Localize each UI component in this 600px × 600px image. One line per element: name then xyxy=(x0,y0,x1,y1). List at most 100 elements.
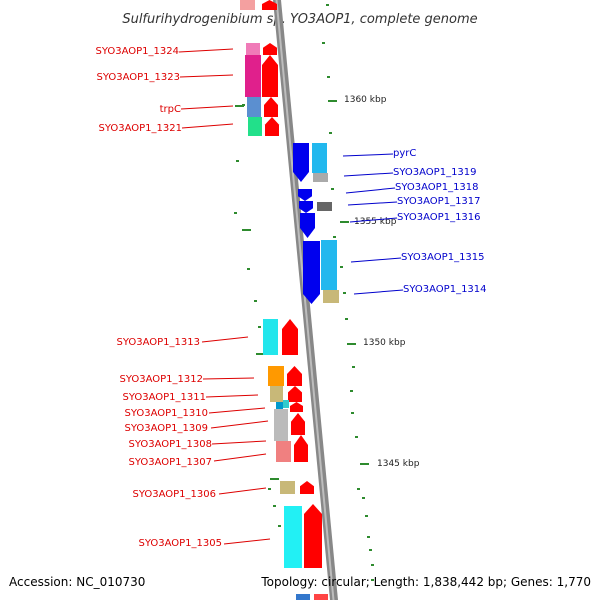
tick-mark xyxy=(247,268,250,270)
gene-label-forward: SYO3AOP1_1321 xyxy=(98,123,182,134)
label-leader-line xyxy=(181,123,234,129)
gene-box xyxy=(276,441,291,462)
gene-label-forward: SYO3AOP1_1312 xyxy=(119,374,203,385)
gene-label-reverse: SYO3AOP1_1314 xyxy=(403,284,487,295)
tick-mark xyxy=(351,412,354,414)
gene-label-reverse: pyrC xyxy=(393,148,416,159)
label-leader-line xyxy=(213,453,267,462)
scale-label: 1345 kbp xyxy=(377,459,420,469)
label-leader-line xyxy=(342,153,394,157)
gene-arrow-reverse xyxy=(293,143,309,182)
tick-mark xyxy=(371,579,374,581)
scale-label: 1355 kbp xyxy=(354,217,397,227)
major-tick-mark xyxy=(340,221,349,223)
label-leader-line xyxy=(343,172,394,177)
gene-box xyxy=(284,506,302,568)
label-leader-line xyxy=(179,74,234,78)
gene-arrow-forward xyxy=(264,97,278,117)
gene-box xyxy=(313,173,328,182)
gene-label-reverse: SYO3AOP1_1318 xyxy=(395,182,479,193)
gene-arrow-forward xyxy=(288,386,302,402)
tick-mark xyxy=(357,488,360,490)
tick-mark xyxy=(343,292,346,294)
label-leader-line xyxy=(211,440,267,445)
gene-arrow-reverse xyxy=(300,213,315,238)
label-leader-line xyxy=(218,487,267,495)
scale-label: 1350 kbp xyxy=(363,338,406,348)
tick-mark xyxy=(327,76,330,78)
label-leader-line xyxy=(202,377,255,380)
gene-label-forward: SYO3AOP1_1308 xyxy=(128,439,212,450)
gene-box xyxy=(248,117,262,136)
gene-label-forward: SYO3AOP1_1323 xyxy=(96,72,180,83)
major-tick-mark xyxy=(242,229,251,231)
gene-arrow-forward xyxy=(290,402,303,412)
tick-mark xyxy=(273,505,276,507)
tick-mark xyxy=(362,497,365,499)
gene-arrow-forward xyxy=(262,55,278,97)
tick-mark xyxy=(258,326,261,328)
gene-box xyxy=(247,97,261,117)
genome-backbone-highlight xyxy=(275,0,335,600)
gene-box xyxy=(314,594,328,600)
label-leader-line xyxy=(205,394,259,398)
gene-features xyxy=(240,0,339,600)
gene-label-forward: SYO3AOP1_1307 xyxy=(128,457,212,468)
gene-arrow-forward xyxy=(294,435,308,462)
tick-mark xyxy=(365,515,368,517)
gene-box xyxy=(268,366,284,386)
label-leader-line xyxy=(210,420,269,429)
tick-mark xyxy=(340,266,343,268)
major-tick-mark xyxy=(235,105,244,107)
major-tick-mark xyxy=(256,353,265,355)
tick-mark xyxy=(322,42,325,44)
major-tick-mark xyxy=(360,463,369,465)
gene-label-forward: SYO3AOP1_1324 xyxy=(95,46,179,57)
gene-arrow-forward xyxy=(300,481,314,494)
tick-mark xyxy=(331,188,334,190)
label-leader-line xyxy=(208,407,266,414)
label-leader-line xyxy=(353,289,404,295)
tick-mark xyxy=(236,160,239,162)
gene-label-forward: SYO3AOP1_1311 xyxy=(122,392,206,403)
gene-arrow-forward xyxy=(265,117,279,136)
gene-label-reverse: SYO3AOP1_1317 xyxy=(397,196,481,207)
tick-mark xyxy=(369,549,372,551)
gene-box xyxy=(321,240,337,290)
gene-box xyxy=(280,481,295,494)
gene-arrow-forward xyxy=(287,366,302,386)
map-title: Sulfurihydrogenibium sp. YO3AOP1, comple… xyxy=(122,12,477,27)
gene-arrow-forward xyxy=(262,0,277,10)
tick-mark xyxy=(278,525,281,527)
tick-mark xyxy=(371,564,374,566)
label-leader-line xyxy=(349,217,398,223)
topology-label: Topology: circular; Length: 1,838,442 bp… xyxy=(260,575,591,589)
gene-label-forward: trpC xyxy=(160,104,181,115)
major-tick-mark xyxy=(328,100,337,102)
gene-arrow-forward xyxy=(291,413,305,435)
gene-arrow-reverse xyxy=(298,189,312,201)
major-tick-mark xyxy=(347,343,356,345)
label-leader-line xyxy=(201,336,249,343)
gene-arrow-reverse xyxy=(299,201,313,213)
gene-box xyxy=(283,400,289,408)
gene-box xyxy=(270,386,283,402)
gene-box xyxy=(312,143,327,173)
gene-label-forward: SYO3AOP1_1306 xyxy=(132,489,216,500)
label-leader-line xyxy=(350,257,402,263)
gene-label-reverse: SYO3AOP1_1319 xyxy=(393,167,477,178)
tick-mark xyxy=(345,318,348,320)
gene-box xyxy=(263,319,278,355)
tick-mark xyxy=(234,212,237,214)
gene-box xyxy=(317,202,332,211)
gene-box xyxy=(323,290,339,303)
label-leader-line xyxy=(178,48,234,53)
gene-label-reverse: SYO3AOP1_1316 xyxy=(397,212,481,223)
gene-arrow-forward xyxy=(282,319,298,355)
tick-mark xyxy=(329,132,332,134)
gene-label-forward: SYO3AOP1_1309 xyxy=(124,423,208,434)
tick-mark xyxy=(350,390,353,392)
scale-label: 1360 kbp xyxy=(344,95,387,105)
tick-mark xyxy=(254,300,257,302)
label-leader-line xyxy=(180,105,234,110)
